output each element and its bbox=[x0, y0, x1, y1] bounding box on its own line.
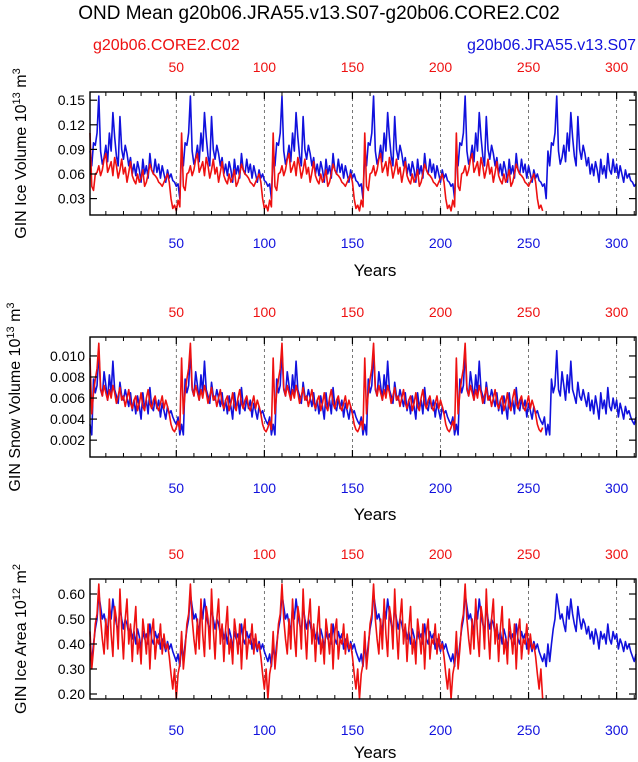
y-axis-label-unit: m bbox=[13, 570, 30, 588]
ytick-label: 0.50 bbox=[58, 611, 85, 627]
xtick-top-label: 50 bbox=[169, 546, 185, 562]
y-axis-label-unit-exp: 3 bbox=[5, 302, 17, 308]
series-line-core2 bbox=[89, 132, 544, 212]
xtick-bottom-label: 150 bbox=[341, 480, 365, 496]
x-axis-label: Years bbox=[354, 743, 397, 762]
xtick-bottom-label: 50 bbox=[169, 480, 185, 496]
y-axis-label-unit: m bbox=[7, 309, 24, 327]
xtick-top-label: 200 bbox=[429, 304, 453, 320]
xtick-bottom-label: 150 bbox=[341, 722, 365, 738]
xtick-bottom-label: 100 bbox=[253, 722, 277, 738]
series-line-jra55 bbox=[89, 349, 637, 436]
xtick-bottom-label: 250 bbox=[517, 722, 541, 738]
legend-jra55-label: g20b06.JRA55.v13.S07 bbox=[467, 37, 636, 54]
xtick-top-label: 100 bbox=[253, 304, 277, 320]
y-axis-label-exp: 13 bbox=[5, 326, 17, 338]
ytick-label: 0.004 bbox=[50, 411, 85, 427]
ytick-label: 0.12 bbox=[58, 117, 85, 133]
xtick-bottom-label: 50 bbox=[169, 235, 185, 251]
xtick-bottom-label: 50 bbox=[169, 722, 185, 738]
y-axis-label: GIN Snow Volume 1013 m3 bbox=[5, 302, 24, 491]
xtick-top-label: 150 bbox=[341, 59, 365, 75]
xtick-bottom-label: 200 bbox=[429, 480, 453, 496]
y-axis-label-exp: 12 bbox=[11, 588, 23, 600]
xtick-bottom-label: 300 bbox=[605, 235, 629, 251]
ice-volume-panel: 0.03 0.06 0.09 0.12 0.15 50 100 150 200 250 300 50 1… bbox=[11, 59, 637, 280]
y-axis-label: GIN Ice Area 1012 m2 bbox=[11, 564, 30, 714]
x-axis-label: Years bbox=[354, 505, 397, 524]
plot-frame bbox=[89, 578, 637, 700]
xtick-bottom-label: 200 bbox=[429, 722, 453, 738]
plot-frame bbox=[89, 91, 637, 216]
xtick-bottom-label: 200 bbox=[429, 235, 453, 251]
y-axis-label-unit-exp: 3 bbox=[11, 68, 23, 74]
xtick-top-label: 300 bbox=[605, 304, 629, 320]
xtick-top-label: 250 bbox=[517, 59, 541, 75]
xtick-bottom-label: 250 bbox=[517, 480, 541, 496]
ytick-label: 0.15 bbox=[58, 92, 85, 108]
figure-title: OND Mean g20b06.JRA55.v13.S07-g20b06.COR… bbox=[78, 3, 560, 24]
xtick-bottom-label: 100 bbox=[253, 235, 277, 251]
ice-area-panel: 0.20 0.30 0.40 0.50 0.60 50 100 150 200 250 300 50 1… bbox=[11, 546, 637, 762]
xtick-top-label: 100 bbox=[253, 546, 277, 562]
ytick-label: 0.40 bbox=[58, 636, 85, 652]
ytick-label: 0.008 bbox=[50, 369, 85, 385]
series-line-core2 bbox=[89, 342, 544, 433]
ytick-label: 0.06 bbox=[58, 166, 85, 182]
ytick-label: 0.20 bbox=[58, 686, 85, 702]
xtick-bottom-label: 300 bbox=[605, 480, 629, 496]
xtick-top-label: 250 bbox=[517, 304, 541, 320]
y-axis-label-unit-exp: 2 bbox=[11, 564, 23, 570]
xtick-top-label: 50 bbox=[169, 59, 185, 75]
xtick-top-label: 200 bbox=[429, 59, 453, 75]
x-axis-label: Years bbox=[354, 261, 397, 280]
series-line-core2 bbox=[89, 583, 544, 700]
ytick-label: 0.30 bbox=[58, 661, 85, 677]
snow-volume-panel: 0.002 0.004 0.006 0.008 0.010 50 100 150 200 250 3… bbox=[5, 302, 637, 524]
ytick-label: 0.006 bbox=[50, 390, 85, 406]
y-axis-label-base: GIN Snow Volume 10 bbox=[7, 338, 24, 491]
xtick-top-label: 50 bbox=[169, 304, 185, 320]
y-axis-label-exp: 13 bbox=[11, 92, 23, 104]
xtick-bottom-label: 300 bbox=[605, 722, 629, 738]
plot-frame bbox=[89, 336, 637, 458]
xtick-top-label: 300 bbox=[605, 59, 629, 75]
ytick-label: 0.002 bbox=[50, 432, 85, 448]
y-axis-label-unit: m bbox=[13, 74, 30, 92]
ytick-label: 0.60 bbox=[58, 586, 85, 602]
xtick-top-label: 250 bbox=[517, 546, 541, 562]
xtick-top-label: 300 bbox=[605, 546, 629, 562]
y-axis-label: GIN Ice Volume 1013 m3 bbox=[11, 68, 30, 238]
legend-core2-label: g20b06.CORE2.C02 bbox=[93, 37, 240, 54]
ytick-label: 0.010 bbox=[50, 348, 85, 364]
xtick-bottom-label: 250 bbox=[517, 235, 541, 251]
xtick-top-label: 150 bbox=[341, 546, 365, 562]
y-axis-label-base: GIN Ice Volume 10 bbox=[13, 104, 30, 238]
ytick-label: 0.09 bbox=[58, 141, 85, 157]
xtick-bottom-label: 150 bbox=[341, 235, 365, 251]
y-axis-label-base: GIN Ice Area 10 bbox=[13, 600, 30, 714]
xtick-bottom-label: 100 bbox=[253, 480, 277, 496]
xtick-top-label: 100 bbox=[253, 59, 277, 75]
ytick-label: 0.03 bbox=[58, 191, 85, 207]
xtick-top-label: 200 bbox=[429, 546, 453, 562]
xtick-top-label: 150 bbox=[341, 304, 365, 320]
